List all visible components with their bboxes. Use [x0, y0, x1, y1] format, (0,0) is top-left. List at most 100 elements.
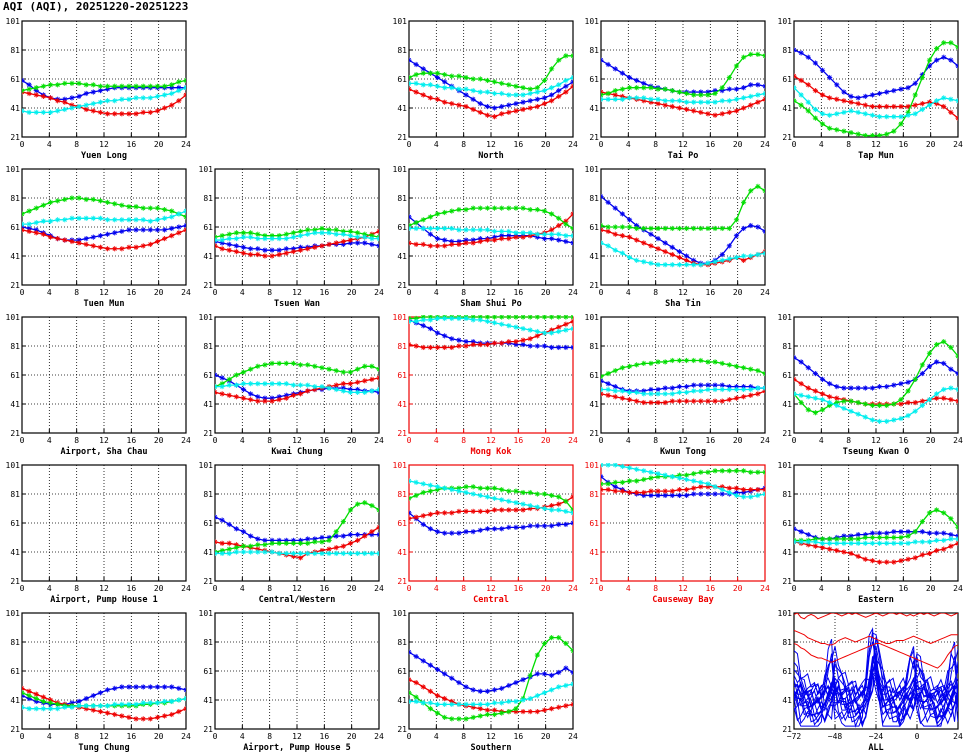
- panel-southern-x-tick-label: 8: [461, 732, 466, 741]
- panel-sham-shui-po-point-red: [456, 241, 462, 247]
- panel-airport-sha-chau-y-tick-label: 81: [10, 342, 20, 351]
- panel-causeway-bay-point-green: [726, 468, 732, 474]
- panel-tsuen-wan-point-cyan: [283, 236, 289, 242]
- panel-sham-shui-po-point-blue: [434, 236, 441, 242]
- panel-eastern-point-green: [884, 534, 890, 541]
- panel-tai-po-point-cyan: [648, 96, 654, 102]
- panel-southern-point-red: [409, 677, 412, 683]
- panel-tap-mun-point-green: [884, 131, 890, 137]
- panel-eastern-series-cyan: [794, 538, 958, 544]
- panel-tung-chung-point-blue: [97, 690, 104, 696]
- panel-mong-kok-y-tick-label: 101: [393, 313, 408, 322]
- panel-tap-mun-point-red: [834, 96, 840, 102]
- panel-southern-point-cyan: [409, 698, 412, 705]
- panel-sha-tin-point-green: [733, 217, 740, 223]
- panel-tap-mun-point-green: [848, 130, 854, 136]
- panel-central-point-blue: [520, 524, 526, 530]
- panel-sha-tin-point-green: [634, 225, 640, 232]
- panel-kwai-chung-point-green: [290, 360, 297, 366]
- panel-north-point-green: [541, 77, 548, 84]
- panel-central-western-point-red: [297, 555, 304, 561]
- panel-central-western-y-tick-label: 21: [203, 577, 213, 586]
- panel-central-western-label: Central/Western: [259, 595, 336, 605]
- panel-tai-po-x-tick-label: 16: [706, 140, 716, 149]
- panel-tap-mun-point-green: [862, 132, 868, 137]
- panel-yuen-long-x-tick-label: 4: [47, 140, 52, 149]
- panel-central-point-red: [434, 510, 441, 516]
- panel-yuen-long-point-red: [119, 111, 125, 117]
- panel-kwai-chung-point-green: [340, 369, 346, 375]
- panel-causeway-bay-point-cyan: [605, 463, 611, 468]
- panel-kwai-chung-point-cyan: [340, 388, 346, 394]
- panel-tsuen-wan-point-cyan: [255, 236, 261, 242]
- panel-kwai-chung-point-green: [240, 369, 247, 375]
- panel-tung-chung-point-blue: [90, 693, 96, 699]
- panel-sha-tin-label: Sha Tin: [665, 298, 701, 309]
- panel-north-point-cyan: [484, 89, 491, 95]
- panel-central-western-point-red: [376, 524, 379, 530]
- panel-tai-po-point-cyan: [676, 98, 683, 104]
- panel-sham-shui-po-point-green: [470, 205, 476, 211]
- panel-sham-shui-po-point-red: [427, 243, 433, 249]
- panel-sham-shui-po-point-cyan: [506, 228, 512, 234]
- panel-tap-mun-point-red: [841, 98, 847, 104]
- panel-tap-mun-point-green: [948, 40, 954, 46]
- panel-tseung-kwan-o-y-tick-label: 61: [782, 371, 792, 380]
- panel-kwai-chung-point-green: [305, 362, 311, 368]
- panel-causeway-bay-point-red: [669, 488, 675, 494]
- panel-tseung-kwan-o-point-red: [948, 397, 954, 403]
- panel-tuen-mun-point-green: [183, 214, 186, 220]
- panel-tseung-kwan-o-point-blue: [834, 384, 840, 390]
- panel-eastern-point-green: [848, 536, 854, 542]
- panel-southern-point-green: [484, 711, 491, 718]
- panel-north-point-red: [491, 114, 498, 120]
- panel-central-point-blue: [556, 521, 562, 528]
- panel-sha-tin-x-tick-label: 12: [678, 288, 688, 297]
- panel-sham-shui-po-point-cyan: [541, 231, 548, 237]
- panel-central-point-blue: [513, 524, 519, 530]
- panel-sha-tin-point-blue: [719, 251, 725, 258]
- panel-central-western-point-cyan: [319, 550, 325, 557]
- panel-southern-point-red: [527, 709, 533, 715]
- panel-kwai-chung-point-red: [226, 392, 232, 398]
- panel-yuen-long-point-blue: [22, 77, 25, 84]
- panel-tung-chung-point-red: [183, 706, 186, 712]
- panel-causeway-bay-point-cyan: [762, 491, 765, 497]
- panel-causeway-bay-point-red: [683, 487, 690, 493]
- panel-sha-tin-point-cyan: [755, 251, 761, 258]
- panel-tai-po-point-blue: [605, 61, 611, 68]
- panel-tsuen-wan-point-red: [297, 247, 304, 253]
- panel-mong-kok-point-cyan: [563, 327, 569, 333]
- panel-tsuen-wan-point-blue: [262, 247, 268, 253]
- panel-tap-mun-point-green: [955, 44, 958, 50]
- panel-tap-mun-point-green: [794, 98, 797, 104]
- panel-yuen-long-point-green: [104, 83, 111, 89]
- panel-central-western-point-green: [226, 546, 232, 552]
- panel-tap-mun-point-red: [912, 102, 918, 108]
- panel-north-point-cyan: [477, 89, 483, 95]
- panel-kwun-tong-point-green: [655, 359, 661, 365]
- panel-kwun-tong-point-green: [601, 373, 604, 380]
- panel-central-western-point-red: [355, 537, 361, 543]
- panel-tuen-mun-point-green: [154, 205, 161, 211]
- panel-tap-mun-point-cyan: [862, 111, 868, 117]
- panel-sha-tin-point-blue: [648, 231, 654, 237]
- panel-kwun-tong-point-red: [669, 398, 675, 404]
- panel-tai-po-point-red: [755, 99, 761, 105]
- panel-tsuen-wan-point-green: [319, 225, 325, 232]
- panel-central-point-blue: [434, 529, 441, 535]
- panel-central-western-point-blue: [226, 521, 232, 528]
- panel-central-western-point-green: [233, 545, 239, 551]
- panel-airport-sha-chau-x-tick-label: 4: [47, 436, 52, 445]
- panel-sham-shui-po-point-green: [491, 205, 498, 211]
- panel-kwai-chung-point-red: [283, 395, 289, 401]
- panel-tung-chung-point-red: [147, 716, 153, 722]
- panel-southern-point-green: [470, 714, 476, 720]
- panel-southern-label: Southern: [471, 743, 512, 753]
- panel-central-y-tick-label: 41: [397, 548, 407, 557]
- panel-eastern-point-red: [869, 558, 876, 564]
- panel-mong-kok-point-blue: [527, 343, 533, 349]
- panel-tap-mun-point-blue: [869, 92, 876, 98]
- panel-mong-kok-point-green: [513, 315, 519, 320]
- panel-central-western-point-blue: [233, 526, 239, 532]
